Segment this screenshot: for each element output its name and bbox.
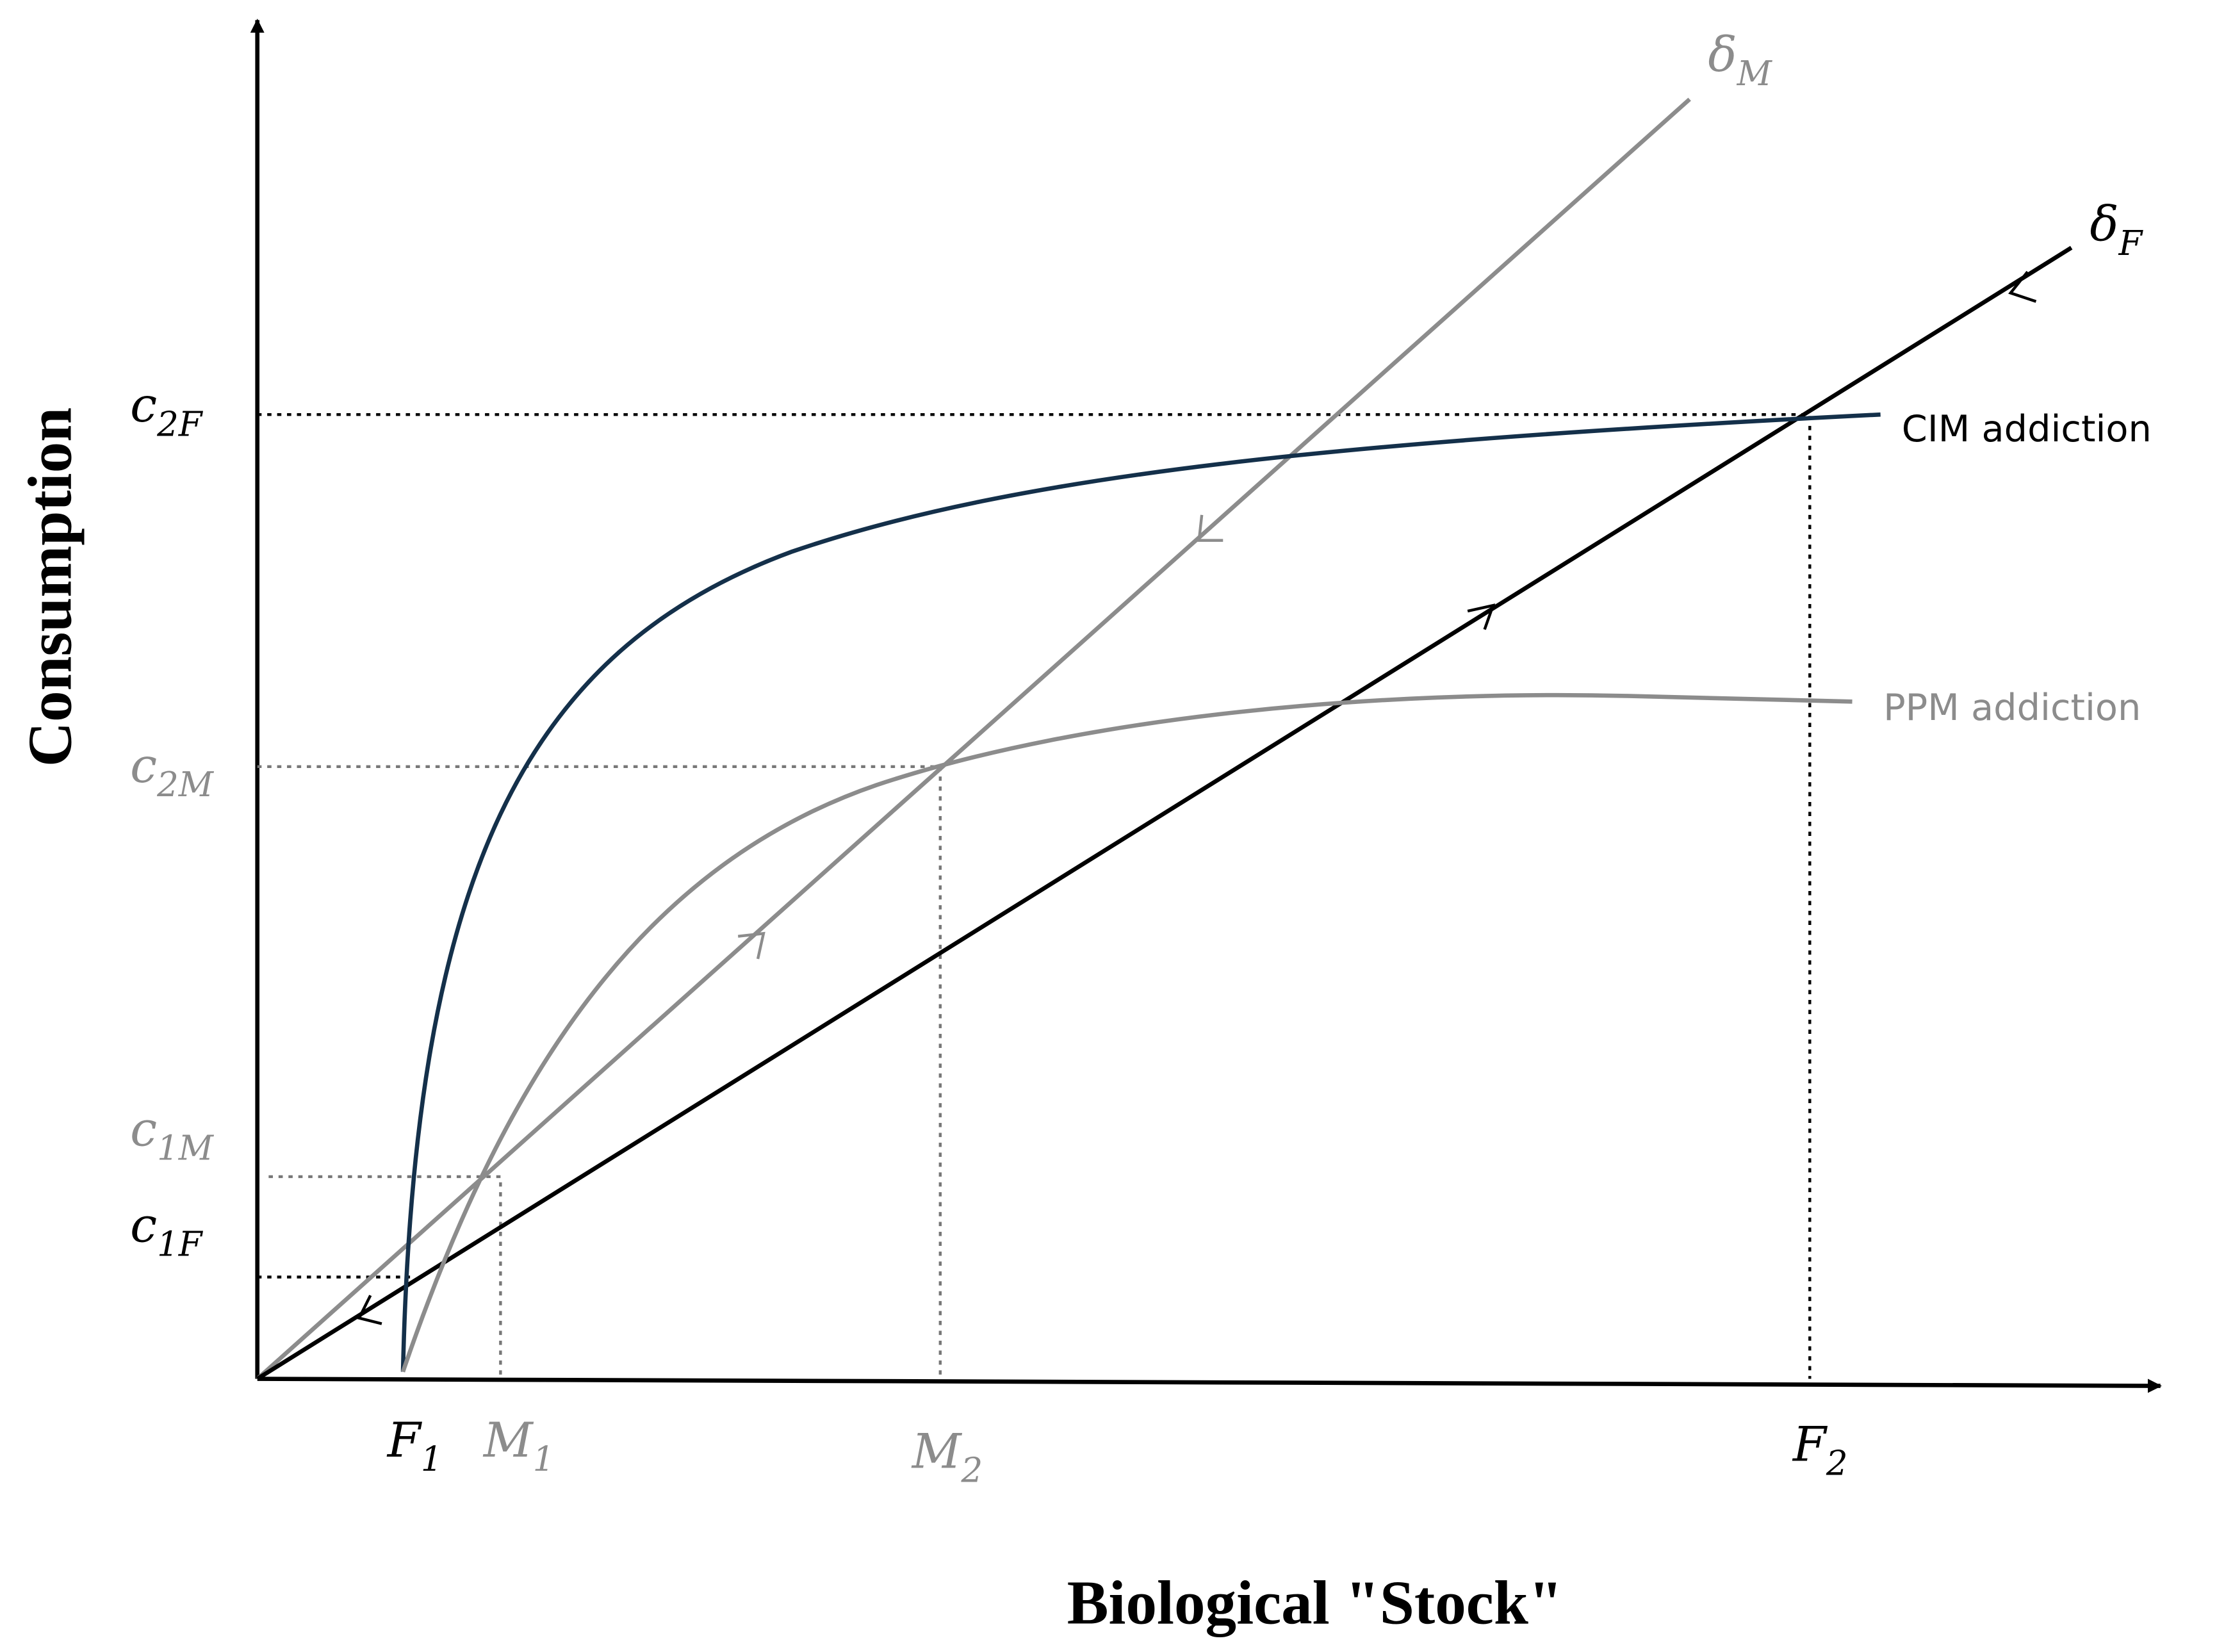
x-label: F1: [386, 1412, 443, 1479]
arrow-down: [357, 1295, 382, 1325]
direction-arrows: [357, 270, 2037, 1325]
arrow-up: [1467, 603, 1496, 630]
x-label: M1: [482, 1412, 555, 1479]
x-axis: [257, 1377, 2162, 1393]
curve-label: PPM addiction: [1883, 686, 2141, 729]
delta-m-line: [256, 97, 1691, 1381]
y-axis-title: Consumption: [15, 407, 85, 767]
x-axis-title: Biological "Stock": [1067, 1568, 1563, 1637]
guide-c1m: [268, 1175, 502, 1379]
x-label: M2: [911, 1423, 983, 1491]
line-label: δM: [1708, 26, 1772, 94]
curve-label: CIM addiction: [1902, 407, 2152, 450]
y-label: c2F: [130, 377, 204, 444]
line-label: δF: [2090, 196, 2143, 263]
y-label: c2M: [130, 737, 215, 805]
delta-f-line: [256, 245, 2073, 1381]
ppm-curve: [400, 692, 1853, 1373]
cim-curve: [400, 412, 1881, 1372]
x-label: F2: [1792, 1416, 1848, 1484]
arrow-down: [1197, 514, 1223, 542]
arrow-down: [2008, 270, 2037, 303]
y-label: c1M: [130, 1100, 215, 1168]
arrow-up: [737, 931, 765, 960]
y-label: c1F: [130, 1197, 204, 1264]
guide-c2f: [257, 413, 1812, 1379]
